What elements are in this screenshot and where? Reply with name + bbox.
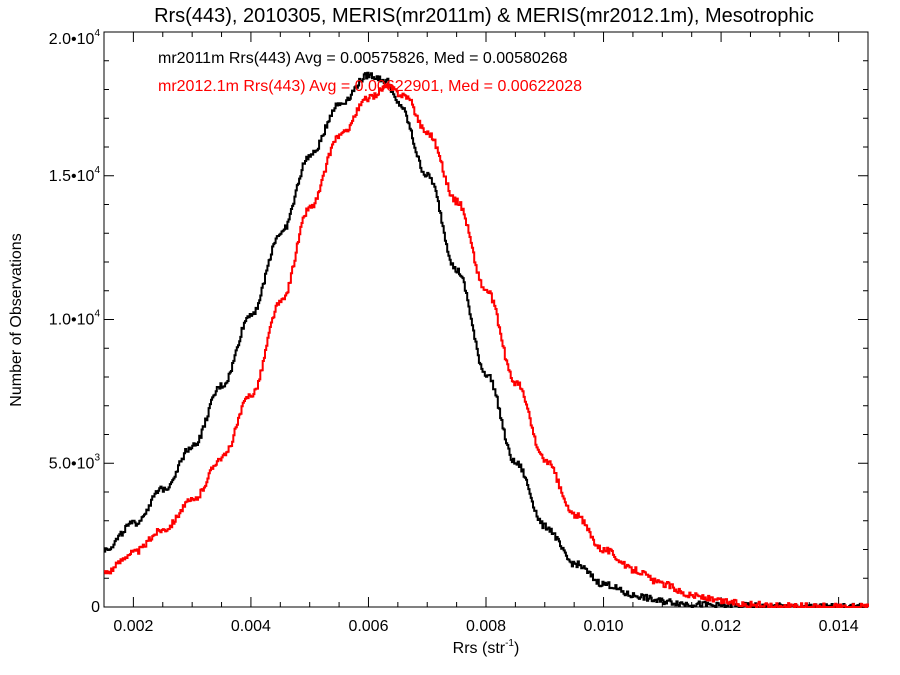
y-tick-label: 0	[91, 599, 100, 616]
series-line-mr2011m	[104, 71, 869, 608]
x-tick-label: 0.006	[348, 618, 388, 635]
y-tick-label: 2.0•104	[49, 28, 101, 48]
chart-title: Rrs(443), 2010305, MERIS(mr2011m) & MERI…	[154, 5, 814, 27]
x-tick-label: 0.002	[113, 618, 153, 635]
y-axis-label: Number of Observations	[8, 233, 25, 406]
x-tick-label: 0.012	[701, 618, 741, 635]
x-axis-ticks: 0.002 0.004 0.006 0.008 0.010 0.012 0.014	[103, 32, 869, 635]
x-tick-label: 0.010	[584, 618, 624, 635]
y-tick-label: 1.0•104	[49, 309, 101, 329]
y-tick-label: 5.0•103	[49, 452, 101, 472]
series-line-mr2012-1m	[104, 82, 869, 608]
annotation-black: mr2011m Rrs(443) Avg = 0.00575826, Med =…	[158, 50, 568, 67]
x-tick-label: 0.008	[466, 618, 506, 635]
annotation-red: mr2012.1m Rrs(443) Avg = 0.00622901, Med…	[158, 78, 582, 95]
series-lines	[104, 71, 869, 608]
x-tick-label: 0.014	[819, 618, 859, 635]
x-tick-label: 0.004	[231, 618, 271, 635]
plot-frame	[103, 31, 869, 608]
y-axis-ticks: 0 5.0•103 1.0•104 1.5•104 2.0•104	[49, 28, 868, 616]
y-tick-label: 1.5•104	[49, 165, 101, 185]
x-axis-label: Rrs (str-1)	[453, 638, 520, 657]
